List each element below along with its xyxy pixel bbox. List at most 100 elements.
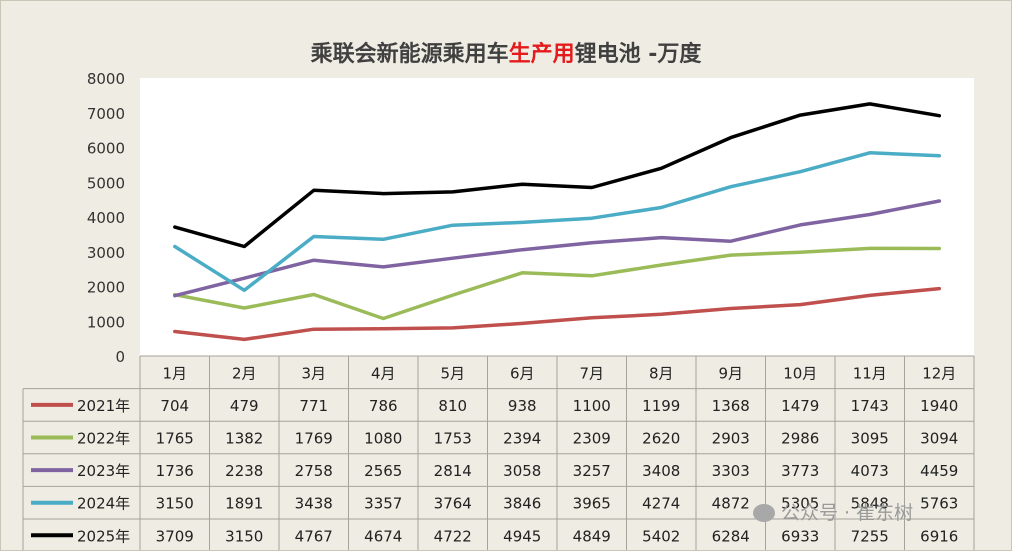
table-cell-value: 1368 xyxy=(712,397,750,415)
x-tick-label: 8月 xyxy=(649,364,674,382)
x-tick-label: 6月 xyxy=(510,364,535,382)
table-cell-value: 786 xyxy=(369,397,398,415)
table-cell-value: 4274 xyxy=(642,495,680,513)
table-cell-value: 4767 xyxy=(295,527,333,545)
table-cell-value: 938 xyxy=(508,397,537,415)
x-tick-label: 7月 xyxy=(579,364,604,382)
chart-title: 乘联会新能源乘用车生产用锂电池 -万度 xyxy=(310,41,703,67)
series-line xyxy=(173,246,942,321)
table-cell-value: 3846 xyxy=(503,495,541,513)
x-tick-label: 5月 xyxy=(440,364,465,382)
table-cell-value: 2903 xyxy=(712,430,750,448)
table-cell-value: 2394 xyxy=(503,430,541,448)
table-cell-value: 3094 xyxy=(920,430,958,448)
table-cell-value: 810 xyxy=(438,397,467,415)
x-tick-label: 12月 xyxy=(922,364,956,382)
table-cell-value: 3965 xyxy=(573,495,611,513)
table-cell-value: 1382 xyxy=(225,430,263,448)
y-tick-label: 4000 xyxy=(87,209,125,227)
y-tick-label: 3000 xyxy=(87,244,125,262)
x-tick-label: 10月 xyxy=(783,364,817,382)
table-cell-value: 3058 xyxy=(503,462,541,480)
table-cell-value: 1743 xyxy=(851,397,889,415)
table-cell-value: 6916 xyxy=(920,527,958,545)
y-tick-label: 0 xyxy=(115,348,125,366)
y-tick-label: 6000 xyxy=(87,140,125,158)
table-cell-value: 3773 xyxy=(781,462,819,480)
wechat-icon xyxy=(753,504,775,522)
table-cell-value: 6284 xyxy=(712,527,750,545)
table-cell-value: 7255 xyxy=(851,527,889,545)
table-cell-value: 3357 xyxy=(364,495,402,513)
table-cell-value: 1891 xyxy=(225,495,263,513)
table-cell-value: 3408 xyxy=(642,462,680,480)
table-cell-value: 1479 xyxy=(781,397,819,415)
y-tick-label: 2000 xyxy=(87,279,125,297)
table-cell-value: 3303 xyxy=(712,462,750,480)
y-tick-label: 5000 xyxy=(87,174,125,192)
table-cell-value: 4945 xyxy=(503,527,541,545)
table-cell-value: 3257 xyxy=(573,462,611,480)
table-cell-value: 2565 xyxy=(364,462,402,480)
y-tick-label: 1000 xyxy=(87,313,125,331)
table-cell-value: 5848 xyxy=(851,495,889,513)
x-tick-label: 2月 xyxy=(232,364,257,382)
table-cell-value: 3764 xyxy=(434,495,472,513)
table-cell-value: 2238 xyxy=(225,462,263,480)
watermark-text: 公众号 · 崔东树 xyxy=(781,502,914,524)
table-cell-value: 479 xyxy=(230,397,259,415)
table-cell-value: 2814 xyxy=(434,462,472,480)
table-cell-value: 4872 xyxy=(712,495,750,513)
table-cell-value: 5305 xyxy=(781,495,819,513)
table-cell-value: 771 xyxy=(299,397,328,415)
table-cell-value: 3150 xyxy=(225,527,263,545)
legend-label: 2024年 xyxy=(77,495,130,513)
x-tick-label: 1月 xyxy=(162,364,187,382)
table-cell-value: 1940 xyxy=(920,397,958,415)
table-cell-value: 6933 xyxy=(781,527,819,545)
x-tick-label: 9月 xyxy=(718,364,743,382)
table-cell-value: 4722 xyxy=(434,527,472,545)
table-cell-value: 1080 xyxy=(364,430,402,448)
table-cell-value: 1753 xyxy=(434,430,472,448)
table-cell-value: 4073 xyxy=(851,462,889,480)
legend-label: 2021年 xyxy=(77,397,130,415)
chart-title-part: 锂电池 -万度 xyxy=(575,41,703,67)
table-cell-value: 5763 xyxy=(920,495,958,513)
table-cell-value: 2309 xyxy=(573,430,611,448)
table-cell-value: 3438 xyxy=(295,495,333,513)
table-cell-value: 3150 xyxy=(156,495,194,513)
table-cell-value: 1736 xyxy=(156,462,194,480)
table-cell-value: 5402 xyxy=(642,527,680,545)
legend-label: 2022年 xyxy=(77,430,130,448)
y-tick-label: 8000 xyxy=(87,70,125,88)
table-cell-value: 3095 xyxy=(851,430,889,448)
x-tick-label: 3月 xyxy=(301,364,326,382)
x-tick-label: 4月 xyxy=(371,364,396,382)
table-cell-value: 2620 xyxy=(642,430,680,448)
table-cell-value: 4849 xyxy=(573,527,611,545)
table-cell-value: 2758 xyxy=(295,462,333,480)
table-cell-value: 1199 xyxy=(642,397,680,415)
chart-title-part: 生产用 xyxy=(509,42,575,67)
watermark: 公众号 · 崔东树 xyxy=(753,498,913,525)
series-line xyxy=(173,286,942,342)
series-line xyxy=(173,199,942,298)
table-cell-value: 4674 xyxy=(364,527,402,545)
table-cell-value: 1100 xyxy=(573,397,611,415)
chart-title-part: 乘联会新能源乘用车 xyxy=(310,41,509,67)
table-cell-value: 1769 xyxy=(295,430,333,448)
table-cell-value: 2986 xyxy=(781,430,819,448)
table-cell-value: 704 xyxy=(160,397,189,415)
series-line xyxy=(173,102,942,249)
legend-label: 2023年 xyxy=(77,462,130,480)
y-tick-label: 7000 xyxy=(87,105,125,123)
series-line xyxy=(173,151,942,293)
table-cell-value: 3709 xyxy=(156,527,194,545)
legend-label: 2025年 xyxy=(77,527,130,545)
table-cell-value: 4459 xyxy=(920,462,958,480)
x-tick-label: 11月 xyxy=(853,364,887,382)
table-cell-value: 1765 xyxy=(156,430,194,448)
